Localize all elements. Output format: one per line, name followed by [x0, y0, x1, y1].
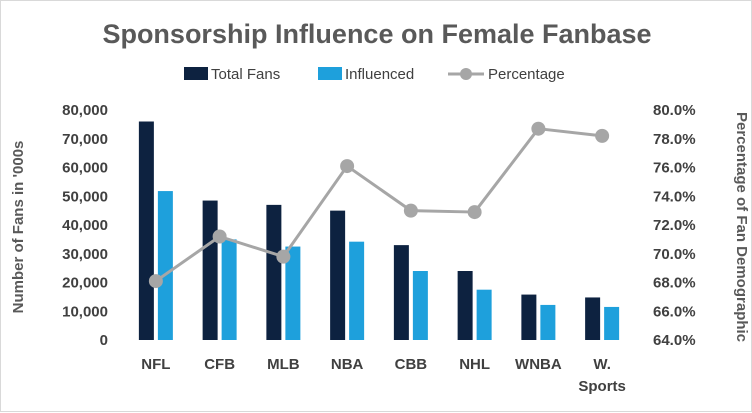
legend-swatch-influenced — [318, 67, 342, 80]
percentage-marker — [148, 274, 163, 289]
bar-influenced — [221, 239, 237, 340]
legend-swatch-total-fans — [184, 67, 208, 80]
left-tick-label: 50,000 — [62, 188, 108, 205]
left-tick-label: 40,000 — [62, 217, 108, 234]
left-tick-label: 70,000 — [62, 131, 108, 148]
right-tick-label: 74.0% — [653, 188, 696, 205]
left-tick-label: 30,000 — [62, 246, 108, 263]
category-label: NFL — [141, 356, 170, 373]
left-tick-label: 80,000 — [62, 102, 108, 119]
left-tick-label: 60,000 — [62, 160, 108, 177]
percentage-marker — [467, 205, 482, 220]
left-tick-label: 10,000 — [62, 303, 108, 320]
bar-influenced — [412, 271, 428, 340]
bar-influenced — [604, 306, 620, 340]
bar-total-fans — [393, 245, 409, 340]
legend-label-percentage: Percentage — [488, 66, 565, 83]
percentage-line-layer — [148, 121, 610, 289]
right-axis-ticks: 64.0% 66.0% 68.0% 70.0% 72.0% 74.0% 76.0% 78.0%… — [653, 102, 696, 349]
bar-total-fans — [266, 204, 282, 340]
bar-influenced — [476, 289, 492, 340]
right-tick-label: 66.0% — [653, 303, 696, 320]
left-tick-label: 0 — [100, 332, 108, 349]
right-tick-label: 80.0% — [653, 102, 696, 119]
category-label: WNBA — [515, 356, 562, 373]
right-axis-title: Percentage of Fan Demographic — [733, 112, 750, 342]
left-axis-ticks: 0 10,000 20,000 30,000 40,000 50,000 60,000 70,… — [62, 102, 108, 349]
bar-influenced — [349, 241, 365, 340]
bar-total-fans — [521, 294, 537, 340]
legend-label-influenced: Influenced — [345, 66, 414, 83]
percentage-marker — [595, 128, 610, 143]
right-tick-label: 64.0% — [653, 332, 696, 349]
category-label: NBA — [331, 356, 364, 373]
right-tick-label: 76.0% — [653, 160, 696, 177]
right-tick-label: 68.0% — [653, 275, 696, 292]
bar-influenced — [285, 246, 301, 340]
bar-total-fans — [330, 210, 346, 340]
percentage-marker — [403, 203, 418, 218]
category-label: NHL — [459, 356, 490, 373]
bars — [138, 121, 620, 340]
right-tick-label: 72.0% — [653, 217, 696, 234]
left-axis-title: Number of Fans in '000s — [10, 141, 27, 314]
category-labels: NFL CFB MLB NBA CBB NHL WNBA W. Sports — [141, 356, 626, 395]
bar-total-fans — [585, 297, 601, 340]
percentage-marker — [340, 159, 355, 174]
right-tick-label: 70.0% — [653, 246, 696, 263]
legend: Total Fans Influenced Percentage — [184, 66, 565, 83]
category-label: CFB — [204, 356, 235, 373]
category-label: MLB — [267, 356, 300, 373]
right-tick-label: 78.0% — [653, 131, 696, 148]
category-label: CBB — [395, 356, 428, 373]
percentage-marker — [212, 229, 227, 244]
percentage-marker — [276, 249, 291, 264]
bar-influenced — [540, 304, 556, 340]
percentage-series-line — [155, 127, 603, 283]
legend-label-total-fans: Total Fans — [211, 66, 280, 83]
bar-total-fans — [457, 271, 473, 340]
category-label: W. Sports — [578, 356, 626, 395]
percentage-marker — [531, 121, 546, 136]
bar-total-fans — [202, 200, 218, 340]
bar-total-fans — [138, 121, 154, 340]
chart-title: Sponsorship Influence on Female Fanbase — [102, 19, 651, 49]
bar-influenced — [157, 191, 173, 340]
left-tick-label: 20,000 — [62, 275, 108, 292]
legend-marker-percentage — [460, 68, 472, 80]
